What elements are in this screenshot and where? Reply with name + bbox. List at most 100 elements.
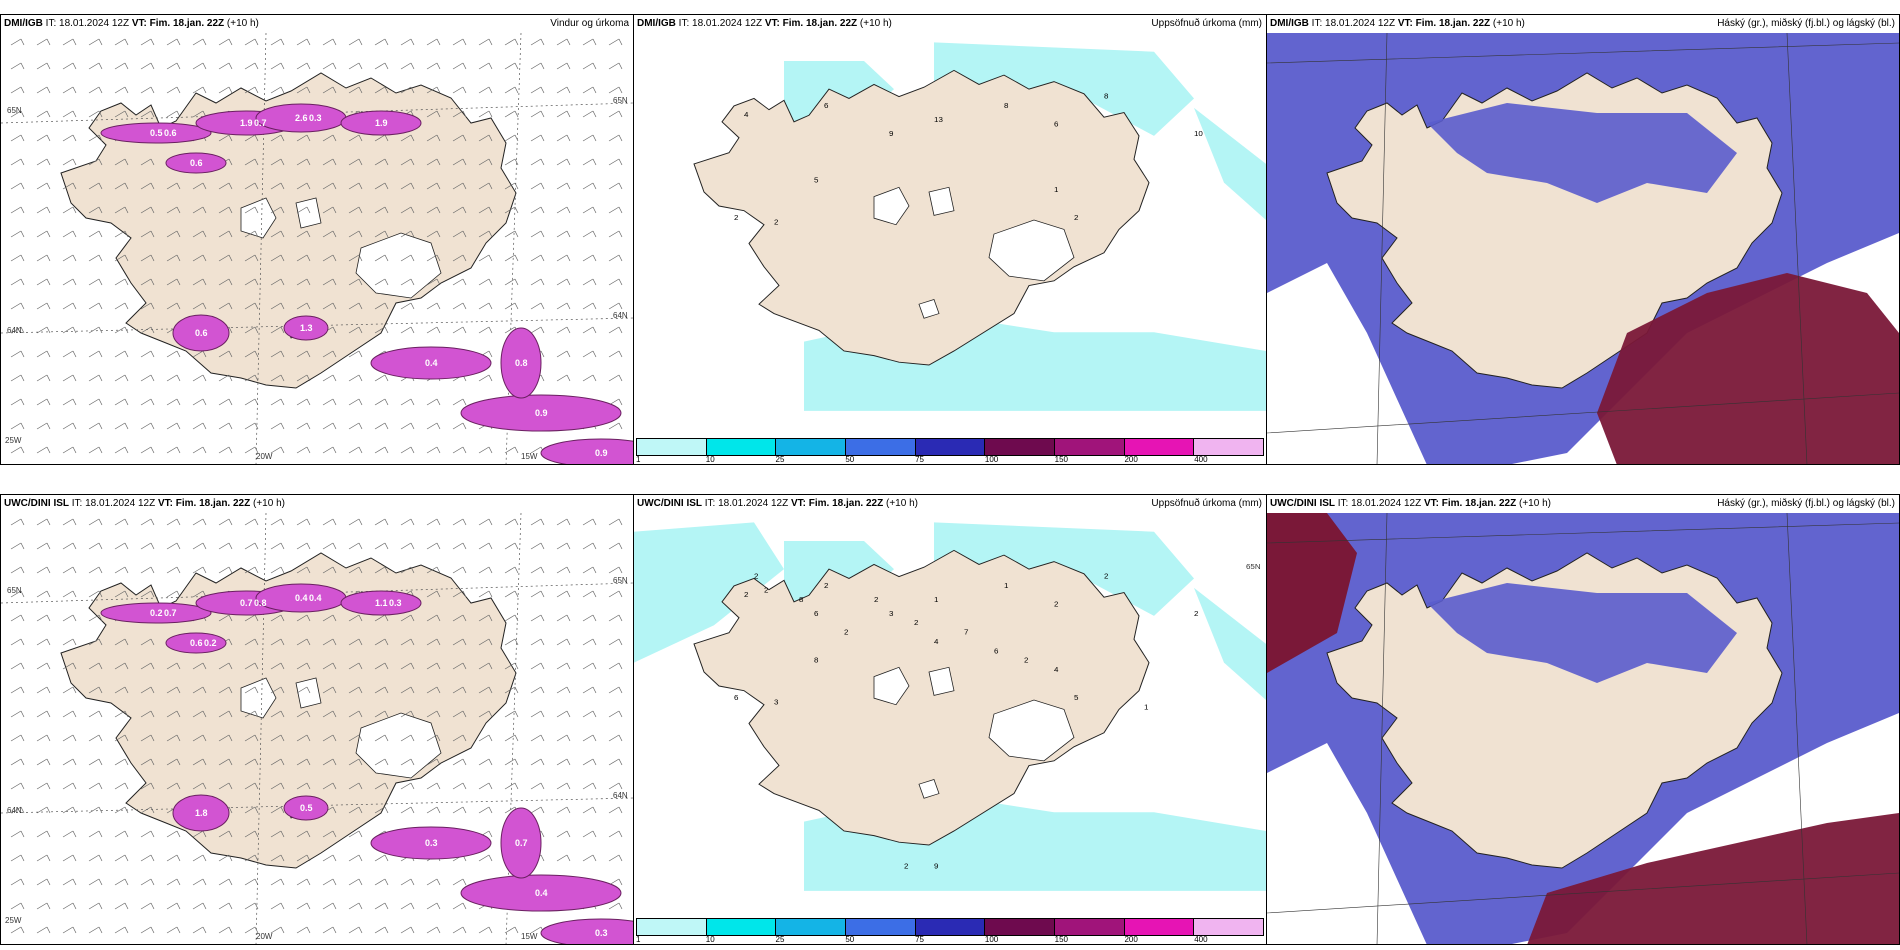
glacier	[918, 299, 940, 319]
axis-label: 20W	[256, 932, 273, 941]
panel-uwc-wind: UWC/DINI ISL IT: 18.01.2024 12Z VT: Fim.…	[0, 494, 634, 945]
precip-value-label: 3	[889, 609, 893, 618]
lead-time: (+10 h)	[1492, 18, 1525, 29]
precip-patch	[540, 918, 633, 944]
colorbar-swatch	[1194, 439, 1264, 455]
axis-label: 25W	[5, 916, 22, 925]
axis-label: 15W	[521, 452, 538, 461]
model-source: UWC/DINI ISL	[4, 498, 69, 509]
precip-value-label: 5	[1074, 693, 1078, 702]
precip-value-label: 1	[1004, 581, 1008, 590]
precip-value-label: 1	[1054, 185, 1058, 194]
precip-value-label: 0.5	[150, 128, 163, 138]
colorbar-swatch	[776, 919, 847, 935]
precip-value-label: 6	[994, 647, 998, 656]
precip-value-label: 2	[824, 581, 828, 590]
colorbar-swatch	[637, 919, 707, 935]
colorbar-tick-label: 200	[1124, 455, 1138, 464]
init-time: IT: 18.01.2024 12Z	[1311, 18, 1396, 29]
precip-value-label: 1.9	[375, 118, 388, 128]
precip-value-label: 4	[744, 110, 749, 119]
colorbar-tick-label: 50	[845, 935, 855, 944]
high-cloud-area	[1267, 513, 1357, 673]
colorbar-tick-label: 75	[915, 935, 925, 944]
precip-patch	[500, 327, 542, 399]
map-area: 2 2 3 1 1 2 2 2 8 4 5 6 3 2 2 8 6 2 2 2 4 7 6 2 9 2 1 65N	[634, 513, 1266, 917]
panel-dmi-precip: DMI/IGB IT: 18.01.2024 12Z VT: Fim. 18.j…	[633, 14, 1267, 465]
high-cloud-area	[1527, 813, 1899, 944]
colorbar-swatch	[1124, 439, 1195, 455]
axis-label: 65N	[613, 96, 628, 105]
panel-uwc-cloud: UWC/DINI ISL IT: 18.01.2024 12Z VT: Fim.…	[1266, 494, 1900, 945]
colorbar-tick-label: 25	[775, 455, 785, 464]
precip-value-label: 8	[1004, 101, 1008, 110]
precip-value-label: 2	[904, 862, 908, 871]
precip-value-label: 1	[1144, 703, 1148, 712]
precip-value-label: 2	[1194, 609, 1198, 618]
precip-patch	[172, 314, 230, 352]
glacier	[918, 779, 940, 799]
colorbar-tick-label: 1	[636, 935, 641, 944]
map-area	[1267, 33, 1899, 464]
product-title: Uppsöfnuð úrkoma (mm)	[1151, 18, 1262, 29]
precip-patch	[370, 346, 492, 380]
init-time: IT: 18.01.2024 12Z	[1337, 498, 1422, 509]
colorbar-tick-label: 150	[1054, 935, 1069, 944]
precip-value-label: 0.6	[164, 128, 177, 138]
axis-label: 65N	[1246, 562, 1261, 571]
iceland-land	[693, 69, 1150, 366]
panel-header: UWC/DINI ISL IT: 18.01.2024 12Z VT: Fim.…	[1267, 495, 1899, 513]
model-source: DMI/IGB	[1270, 18, 1309, 29]
axis-label: 65N	[613, 576, 628, 585]
precip-value-label: 0.9	[535, 408, 548, 418]
axis-label: 65N	[7, 586, 22, 595]
panel-dmi-cloud: DMI/IGB IT: 18.01.2024 12Z VT: Fim. 18.j…	[1266, 14, 1900, 465]
valid-time: VT: Fim. 18.jan. 22Z	[1397, 18, 1491, 29]
precip-patch	[165, 152, 227, 174]
map-svg: 4 6 9 13 8 6 8 10 5 1 2 2 2	[634, 33, 1266, 437]
colorbar-tick-label: 10	[705, 455, 715, 464]
colorbar-swatch	[706, 439, 777, 455]
precip-value-label: 0.3	[595, 928, 608, 938]
precip-patch	[540, 438, 633, 464]
panel-dmi-wind: DMI/IGB IT: 18.01.2024 12Z VT: Fim. 18.j…	[0, 14, 634, 465]
map-svg	[1267, 513, 1899, 944]
lead-time: (+10 h)	[253, 498, 285, 509]
panel-header: DMI/IGB IT: 18.01.2024 12Z VT: Fim. 18.j…	[634, 15, 1266, 33]
precip-value-label: 0.6	[190, 638, 203, 648]
valid-time: VT: Fim. 18.jan. 22Z	[790, 498, 884, 509]
precip-patch	[500, 807, 542, 879]
panel-uwc-precip: UWC/DINI ISL IT: 18.01.2024 12Z VT: Fim.…	[633, 494, 1267, 945]
panel-header: UWC/DINI ISL IT: 18.01.2024 12Z VT: Fim.…	[1, 495, 633, 513]
lead-time: (+10 h)	[226, 18, 259, 29]
precip-area	[1194, 587, 1266, 701]
precip-value-label: 1.1	[375, 598, 388, 608]
precip-value-label: 1.9	[240, 118, 253, 128]
colorbar-tick-label: 25	[775, 935, 785, 944]
low-cloud-area	[1427, 103, 1737, 203]
precip-value-label: 2	[914, 618, 918, 627]
colorbar: 1 10 25 50 75 100 150 200 400	[634, 916, 1266, 944]
precip-value-label: 9	[889, 129, 893, 138]
init-time: IT: 18.01.2024 12Z	[704, 498, 789, 509]
precip-value-label: 2	[774, 218, 778, 227]
precip-value-label: 0.7	[164, 608, 177, 618]
map-area: 65N 65N 64N 64N 20W 15W 25W 0.5 1.9 2.6 1.9 0.6 0.6 1…	[1, 33, 633, 464]
product-title: Vindur og úrkoma	[550, 18, 629, 29]
precip-value-label: 13	[934, 115, 943, 124]
lead-time: (+10 h)	[886, 498, 918, 509]
axis-label: 64N	[613, 311, 628, 320]
precip-value-label: 9	[934, 862, 938, 871]
precip-value-label: 2	[874, 595, 878, 604]
precip-value-label: 2	[844, 628, 848, 637]
precip-value-label: 2	[744, 590, 748, 599]
axis-label: 64N	[7, 326, 22, 335]
precip-value-label: 0.7	[515, 838, 528, 848]
precip-value-label: 2	[734, 213, 738, 222]
precip-value-label: 8	[799, 595, 803, 604]
panel-header: DMI/IGB IT: 18.01.2024 12Z VT: Fim. 18.j…	[1, 15, 633, 33]
panel-header: UWC/DINI ISL IT: 18.01.2024 12Z VT: Fim.…	[634, 495, 1266, 513]
precip-value-label: 0.3	[389, 598, 402, 608]
colorbar-swatch	[985, 919, 1056, 935]
precip-value-label: 3	[774, 698, 778, 707]
